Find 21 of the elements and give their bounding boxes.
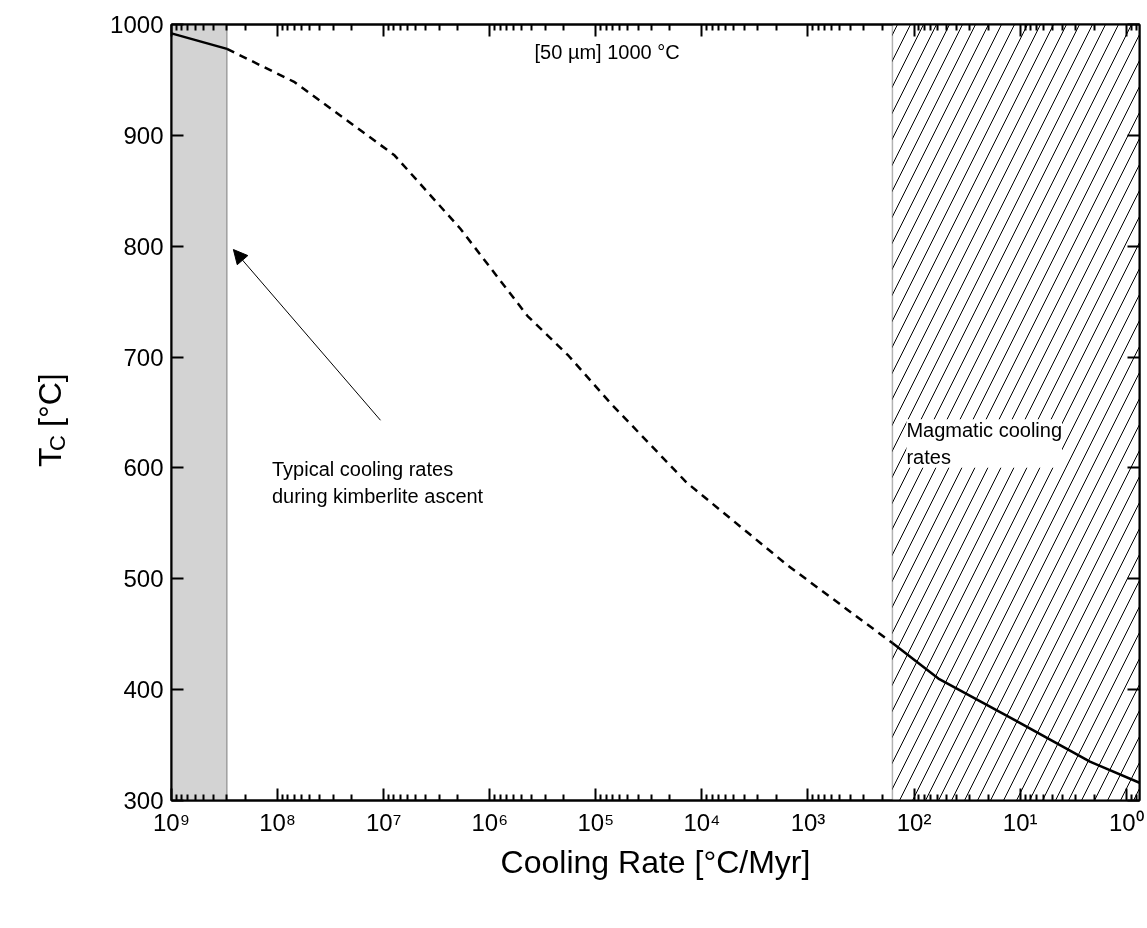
x-tick-label: 10² xyxy=(896,808,932,836)
x-tick-label: 10⁵ xyxy=(577,808,615,836)
x-tick-label: 10⁴ xyxy=(683,808,721,836)
x-tick-label: 10⁷ xyxy=(365,808,402,836)
x-tick-label: 10⁰ xyxy=(1108,808,1144,836)
x-tick-label: 10¹ xyxy=(1002,808,1038,836)
y-tick-label: 500 xyxy=(123,565,164,593)
y-tick-label: 700 xyxy=(123,343,164,371)
band-label: Magmatic cooling rates xyxy=(906,419,1063,468)
x-axis-title: Cooling Rate [°C/Myr] xyxy=(500,843,811,880)
x-tick-label: 10⁸ xyxy=(259,808,296,836)
annotation: [50 µm] 1000 °C xyxy=(534,40,680,63)
y-tick-label: 900 xyxy=(123,121,164,149)
x-tick-label: 10⁶ xyxy=(471,808,509,836)
y-tick-label: 800 xyxy=(123,232,164,260)
y-axis-title: TC [°C] xyxy=(31,373,70,467)
y-tick-label: 600 xyxy=(123,454,164,482)
x-tick-label: 10³ xyxy=(790,808,826,836)
y-tick-label: 400 xyxy=(123,676,164,704)
y-tick-label: 1000 xyxy=(110,11,164,38)
band-label: Typical cooling rates during kimberlite ascent xyxy=(271,458,484,507)
